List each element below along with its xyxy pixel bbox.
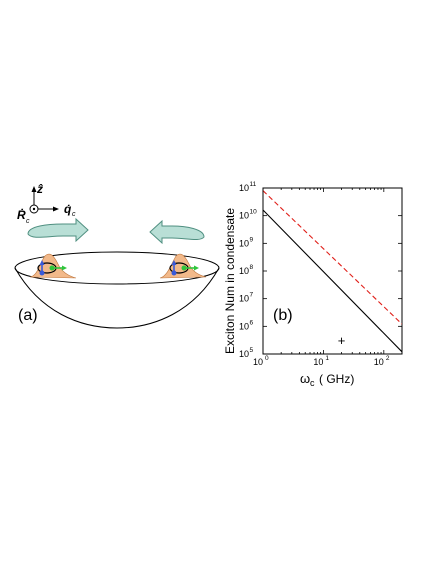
x-tick-label-exponent: 2 bbox=[386, 355, 390, 362]
condensate-peak-left bbox=[29, 253, 77, 279]
coordinate-axes: ẑ Ṙ c q̇ c bbox=[17, 182, 76, 225]
y-axis-label: Exciton Num in condensate bbox=[223, 208, 237, 354]
plus-marker: + bbox=[338, 333, 346, 348]
y-tick-label: 10 bbox=[239, 294, 249, 304]
rotation-arrow-left bbox=[27, 217, 89, 243]
x-tick-label-exponent: 0 bbox=[265, 355, 269, 362]
panel-a-label: (a) bbox=[18, 307, 38, 324]
series-line-dashed bbox=[263, 190, 402, 325]
axis-q-subscript: c bbox=[72, 211, 76, 218]
axis-z-label: ẑ bbox=[36, 182, 43, 196]
x-tick-label: 10 bbox=[374, 357, 384, 367]
series-line-solid bbox=[263, 209, 402, 353]
y-tick-label-exponent: 6 bbox=[250, 319, 254, 326]
y-tick-label-exponent: 5 bbox=[250, 347, 254, 354]
y-tick-label: 10 bbox=[239, 238, 249, 248]
y-tick-label: 10 bbox=[239, 321, 249, 331]
y-tick-label: 10 bbox=[239, 211, 249, 221]
y-tick-label: 10 bbox=[239, 349, 249, 359]
x-tick-label-exponent: 1 bbox=[325, 355, 329, 362]
y-tick-label: 10 bbox=[239, 266, 249, 276]
condensate-peak-right bbox=[159, 253, 207, 279]
x-axis-label-subscript: c bbox=[310, 378, 315, 388]
x-tick-label: 10 bbox=[313, 357, 323, 367]
y-tick-label-exponent: 11 bbox=[250, 181, 257, 188]
x-axis-label-unit: ( GHz) bbox=[319, 372, 354, 386]
x-tick-label: 10 bbox=[253, 357, 263, 367]
rotation-arrow-right bbox=[149, 219, 205, 245]
panel-b-label: (b) bbox=[273, 307, 293, 324]
plot-frame bbox=[262, 187, 403, 355]
y-tick-label-exponent: 9 bbox=[250, 236, 254, 243]
y-tick-label-exponent: 10 bbox=[250, 209, 258, 216]
y-tick-label-exponent: 8 bbox=[250, 264, 254, 271]
y-tick-label: 10 bbox=[239, 183, 249, 193]
axis-r-subscript: c bbox=[26, 218, 30, 225]
axis-q-label: q̇ bbox=[64, 202, 72, 216]
panel-a: ẑ Ṙ c q̇ c bbox=[14, 182, 220, 329]
x-axis-label: ω bbox=[300, 371, 310, 386]
y-tick-label-exponent: 7 bbox=[250, 292, 254, 299]
axis-r-label: Ṙ bbox=[17, 207, 26, 222]
